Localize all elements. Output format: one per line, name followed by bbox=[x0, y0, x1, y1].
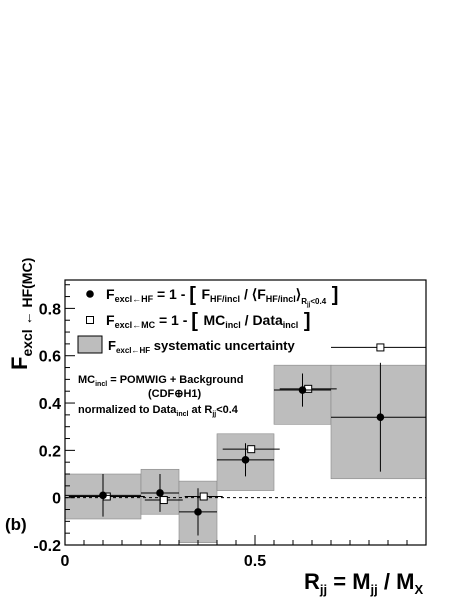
hf-marker-3 bbox=[194, 508, 202, 516]
hf-point-3 bbox=[179, 488, 217, 536]
plot-frame bbox=[64, 279, 427, 546]
x-tick-label: 0 bbox=[61, 553, 70, 570]
annotation-line3: normalized to Dataincl at Rjj<0.4 bbox=[78, 404, 239, 418]
mc-point-4 bbox=[222, 445, 280, 454]
legend-hf-label: Fexcl←HF = 1 - [ FHF/incl / ⟨FHF/incl⟩Rj… bbox=[106, 284, 338, 308]
panel-label: (b) bbox=[5, 515, 27, 534]
hf-marker-4 bbox=[241, 456, 250, 464]
hf-point-1 bbox=[65, 474, 141, 517]
hf-marker-2 bbox=[156, 489, 164, 497]
hf-point-6 bbox=[331, 362, 426, 472]
mc-point-6 bbox=[331, 343, 426, 352]
y-tick-label: 0.8 bbox=[39, 301, 61, 318]
mc-point-3 bbox=[184, 492, 223, 501]
y-tick-label: -0.2 bbox=[33, 538, 61, 555]
mc-marker-6 bbox=[376, 343, 385, 352]
y-tick-label: 0.6 bbox=[39, 349, 61, 366]
hf-marker-1 bbox=[99, 491, 107, 500]
x-axis-title: Rjj = Mjj / MX bbox=[304, 569, 423, 597]
syst-band-6 bbox=[330, 364, 427, 480]
hf-marker-5 bbox=[298, 386, 307, 394]
hf-point-2 bbox=[141, 474, 179, 512]
y-axis-title: Fexcl ← HF(MC) bbox=[7, 258, 35, 370]
legend-syst-label: Fexcl←HF systematic uncertainty bbox=[108, 338, 295, 355]
legend-mc-label: Fexcl←MC = 1 - [ MCincl / Dataincl ] bbox=[106, 310, 311, 332]
hf-marker-6 bbox=[376, 413, 385, 422]
y-tick-label: 0.2 bbox=[39, 443, 61, 460]
y-tick-label: 0 bbox=[52, 491, 61, 508]
legend-hf-marker bbox=[86, 290, 94, 298]
hf-point-5 bbox=[274, 373, 331, 407]
axis-ticks: -0.200.20.40.60.80 0.5 bbox=[33, 284, 408, 570]
annotation-line1: MCincl = POMWIG + Background bbox=[78, 374, 243, 388]
mc-marker-2 bbox=[159, 496, 168, 505]
mc-marker-3 bbox=[199, 492, 208, 501]
legend-syst-swatch bbox=[77, 335, 103, 354]
annotation: MCincl = POMWIG + Background (CDF⊕H1) no… bbox=[78, 374, 243, 418]
hf-point-4 bbox=[217, 443, 274, 477]
annotation-line2: (CDF⊕H1) bbox=[148, 388, 202, 400]
legend: Fexcl←HF = 1 - [ FHF/incl / ⟨FHF/incl⟩Rj… bbox=[77, 284, 338, 355]
y-tick-label: 0.4 bbox=[39, 396, 61, 413]
x-tick-label: 0.5 bbox=[244, 553, 266, 570]
mc-marker-4 bbox=[247, 445, 256, 454]
legend-mc-marker bbox=[86, 316, 94, 324]
data-marks bbox=[65, 343, 426, 536]
